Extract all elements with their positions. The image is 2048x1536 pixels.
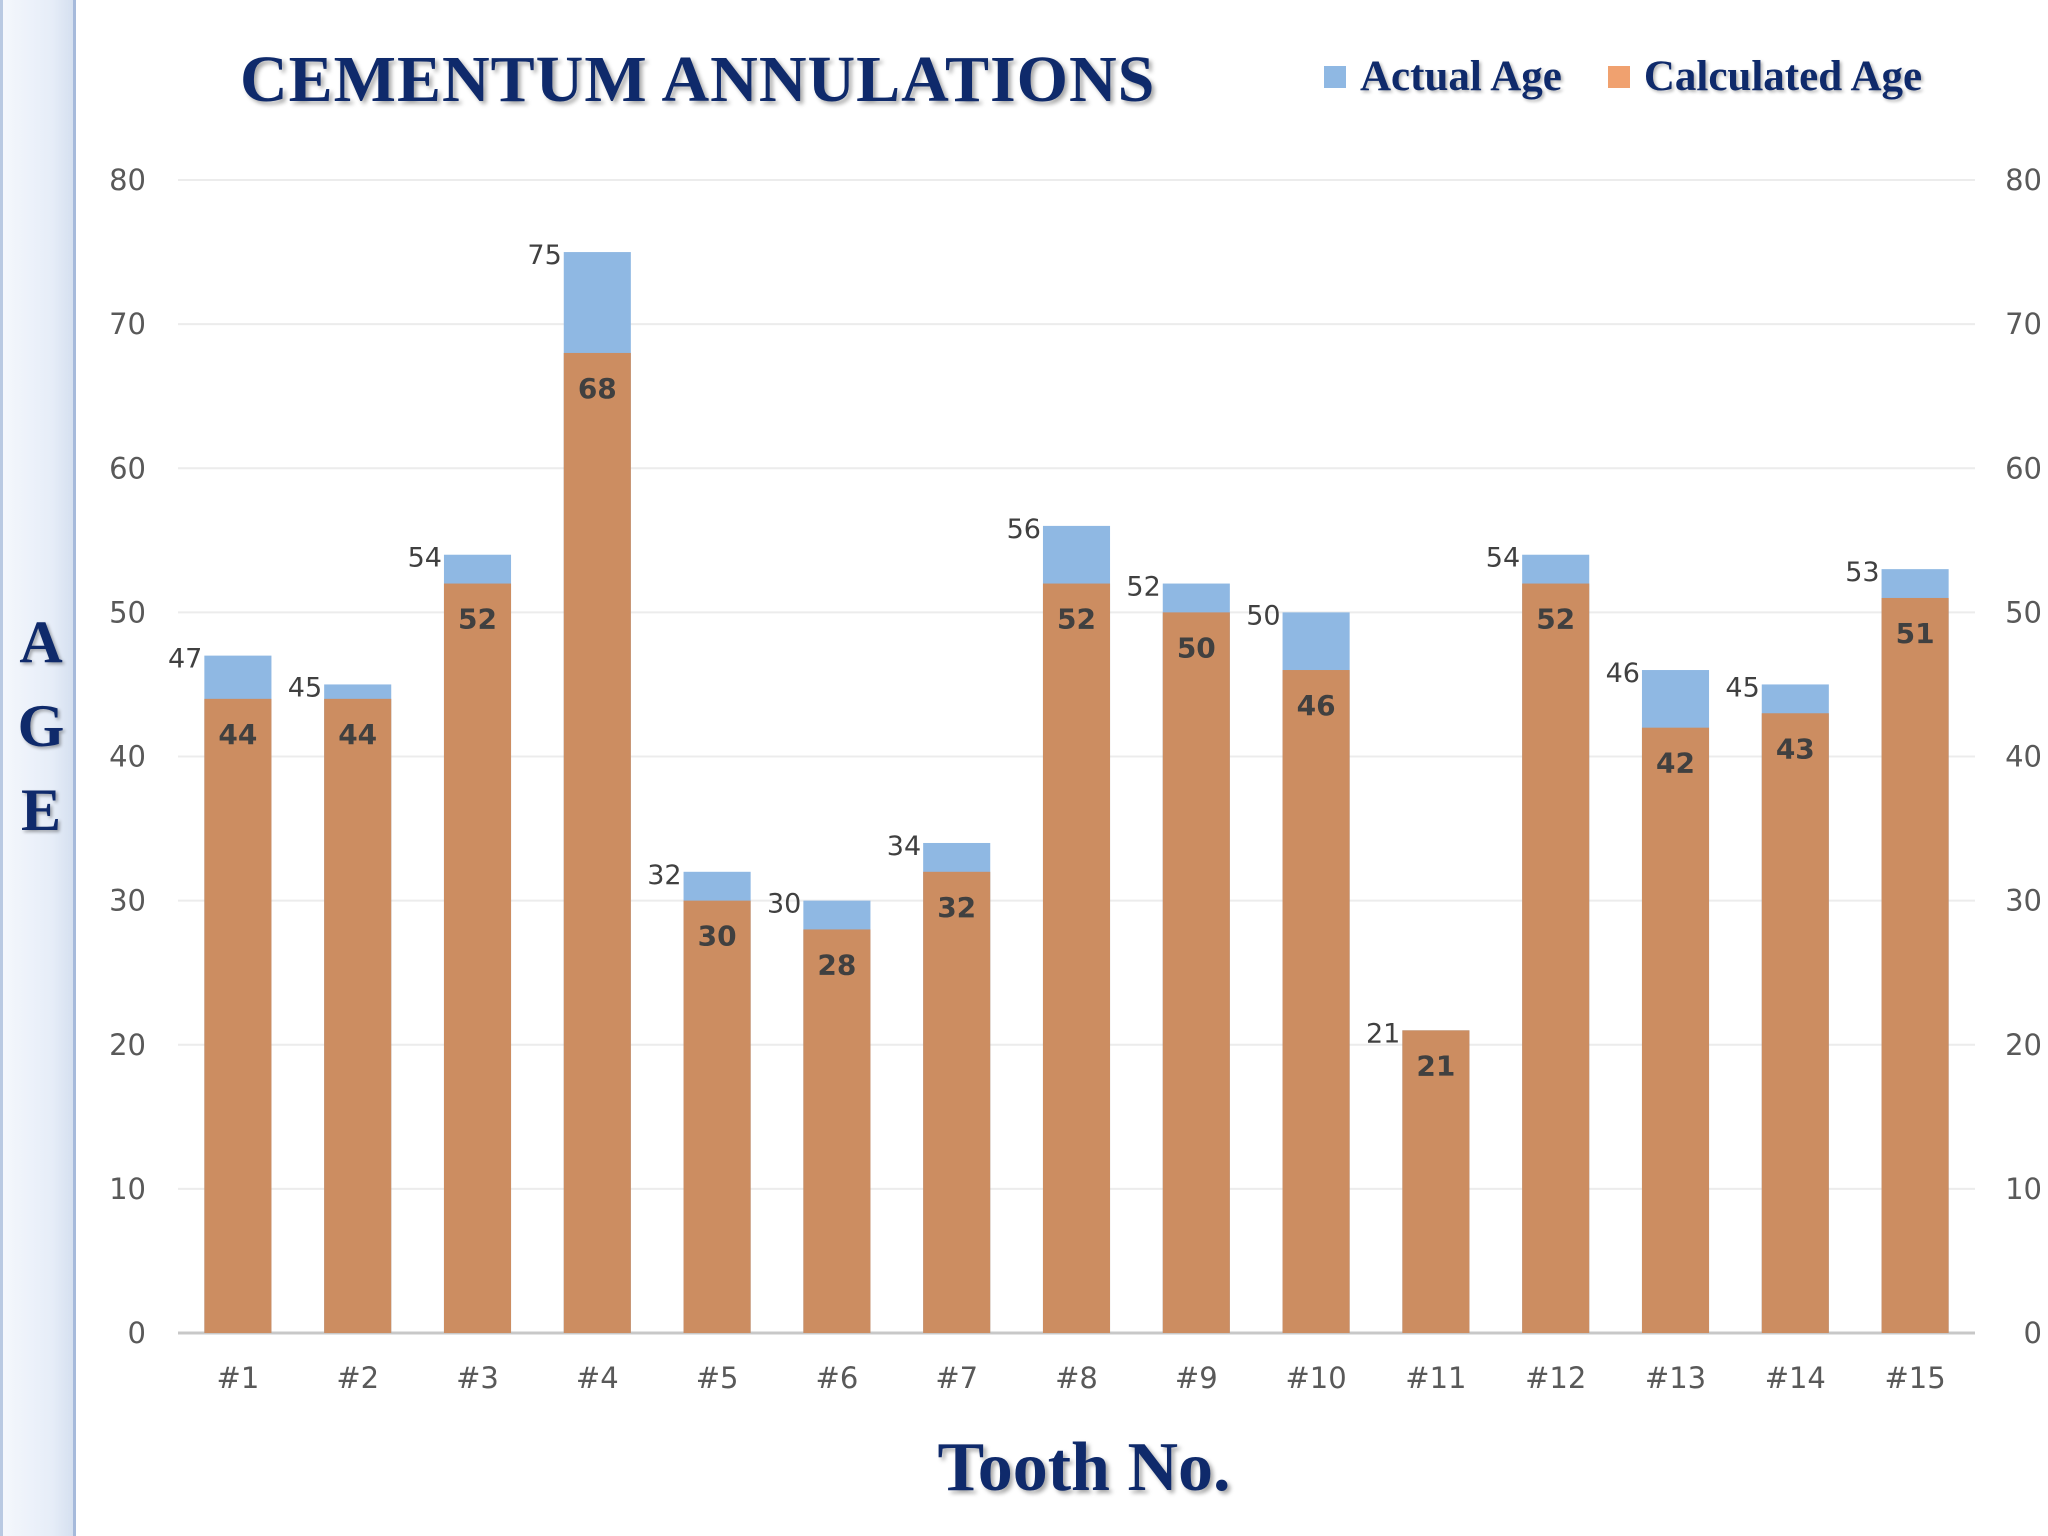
legend-item-calculated-age: Calculated Age [1607, 52, 1923, 101]
y-tick-label-right: 10 [2005, 1172, 2042, 1206]
legend-swatch-actual-age [1324, 65, 1346, 88]
y-tick-label-right: 70 [2005, 307, 2042, 341]
x-tick-label: #1 [217, 1361, 260, 1395]
chart-legend: Actual Age Calculated Age [1324, 52, 1968, 101]
y-tick-label-right: 40 [2005, 740, 2042, 774]
chart-title: CEMENTUM ANNULATIONS [240, 43, 1156, 116]
y-tick-label-left: 80 [109, 163, 146, 197]
y-tick-label-left: 40 [109, 740, 146, 774]
x-tick-label: #3 [456, 1361, 499, 1395]
data-label-actual-age: 45 [288, 672, 322, 703]
x-tick-label: #5 [696, 1361, 739, 1395]
bar-calculated-age [1282, 670, 1350, 1333]
data-label-actual-age: 53 [1845, 557, 1879, 588]
bar-calculated-age [1761, 713, 1829, 1333]
bar-calculated-age [683, 900, 751, 1333]
x-tick-label: #14 [1765, 1361, 1826, 1395]
x-tick-label: #6 [816, 1361, 859, 1395]
y-tick-label-right: 0 [2024, 1316, 2042, 1350]
data-label-actual-age: 54 [408, 543, 442, 574]
y-tick-label-right: 50 [2005, 595, 2042, 629]
data-label-calculated-age: 30 [698, 920, 737, 953]
x-tick-label: #11 [1405, 1361, 1466, 1395]
data-label-calculated-age: 32 [937, 891, 976, 924]
data-label-actual-age: 52 [1126, 572, 1160, 603]
legend-item-actual-age: Actual Age [1324, 52, 1562, 101]
y-tick-label-right: 60 [2005, 451, 2042, 485]
data-label-actual-age: 21 [1366, 1018, 1400, 1049]
bar-calculated-age [1641, 727, 1710, 1333]
bar-calculated-age [443, 583, 512, 1333]
x-tick-label: #9 [1175, 1361, 1218, 1395]
data-label-calculated-age: 46 [1297, 689, 1336, 722]
data-label-actual-age: 47 [168, 644, 202, 675]
data-label-calculated-age: 21 [1416, 1049, 1455, 1082]
legend-label-calculated-age: Calculated Age [1643, 53, 1923, 100]
data-label-calculated-age: 44 [338, 718, 377, 751]
x-tick-label: #7 [935, 1361, 978, 1395]
x-tick-label: #10 [1285, 1361, 1346, 1395]
y-tick-label-left: 0 [128, 1316, 146, 1350]
y-tick-label-left: 30 [109, 884, 146, 918]
x-tick-label: #8 [1055, 1361, 1098, 1395]
bar-calculated-age [324, 698, 392, 1333]
data-label-calculated-age: 52 [1536, 603, 1575, 636]
x-tick-label: #2 [336, 1361, 379, 1395]
data-label-calculated-age: 68 [578, 372, 617, 405]
bar-calculated-age [1042, 583, 1111, 1333]
y-tick-label-left: 60 [109, 451, 146, 485]
bar-calculated-age [803, 929, 871, 1333]
legend-label-actual-age: Actual Age [1360, 53, 1562, 100]
x-tick-label: #15 [1884, 1361, 1945, 1395]
x-axis-title: Tooth No. [937, 1429, 1231, 1506]
bar-calculated-age [1162, 612, 1230, 1333]
data-label-actual-age: 30 [767, 889, 801, 920]
y-tick-label-right: 30 [2005, 884, 2042, 918]
data-label-actual-age: 32 [647, 860, 681, 891]
legend-swatch-calculated-age [1607, 65, 1630, 88]
data-label-actual-age: 54 [1486, 543, 1520, 574]
y-tick-label-right: 20 [2005, 1028, 2042, 1062]
y-tick-label-right: 80 [2005, 163, 2042, 197]
bar-calculated-age [1522, 583, 1590, 1333]
y-axis-title-letter: E [20, 777, 62, 843]
bar-calculated-age [1402, 1030, 1470, 1333]
side-axis-strip: A G E [0, 0, 76, 1536]
data-label-actual-age: 46 [1606, 658, 1640, 689]
y-axis-title-letter: G [17, 693, 65, 759]
bar-calculated-age [563, 352, 631, 1333]
data-label-calculated-age: 51 [1896, 617, 1935, 650]
y-tick-label-left: 50 [109, 595, 146, 629]
data-label-calculated-age: 52 [1057, 603, 1096, 636]
bar-calculated-age [1881, 597, 1949, 1333]
data-label-actual-age: 50 [1246, 600, 1280, 631]
data-label-actual-age: 75 [527, 240, 561, 271]
y-tick-label-left: 10 [109, 1172, 146, 1206]
data-label-calculated-age: 52 [458, 603, 497, 636]
data-label-calculated-age: 42 [1656, 747, 1695, 780]
data-label-calculated-age: 43 [1776, 732, 1815, 765]
data-label-calculated-age: 44 [218, 718, 257, 751]
x-tick-label: #13 [1645, 1361, 1706, 1395]
data-label-calculated-age: 28 [817, 948, 856, 981]
y-tick-label-left: 70 [109, 307, 146, 341]
y-tick-label-left: 20 [109, 1028, 146, 1062]
data-label-calculated-age: 50 [1177, 631, 1216, 664]
data-label-actual-age: 45 [1725, 672, 1759, 703]
y-axis-title-letter: A [19, 609, 63, 675]
data-label-actual-age: 56 [1007, 514, 1041, 545]
data-label-actual-age: 34 [887, 831, 921, 862]
x-tick-label: #4 [576, 1361, 619, 1395]
x-tick-label: #12 [1525, 1361, 1586, 1395]
bar-calculated-age [923, 871, 991, 1333]
bar-calculated-age [204, 698, 272, 1333]
